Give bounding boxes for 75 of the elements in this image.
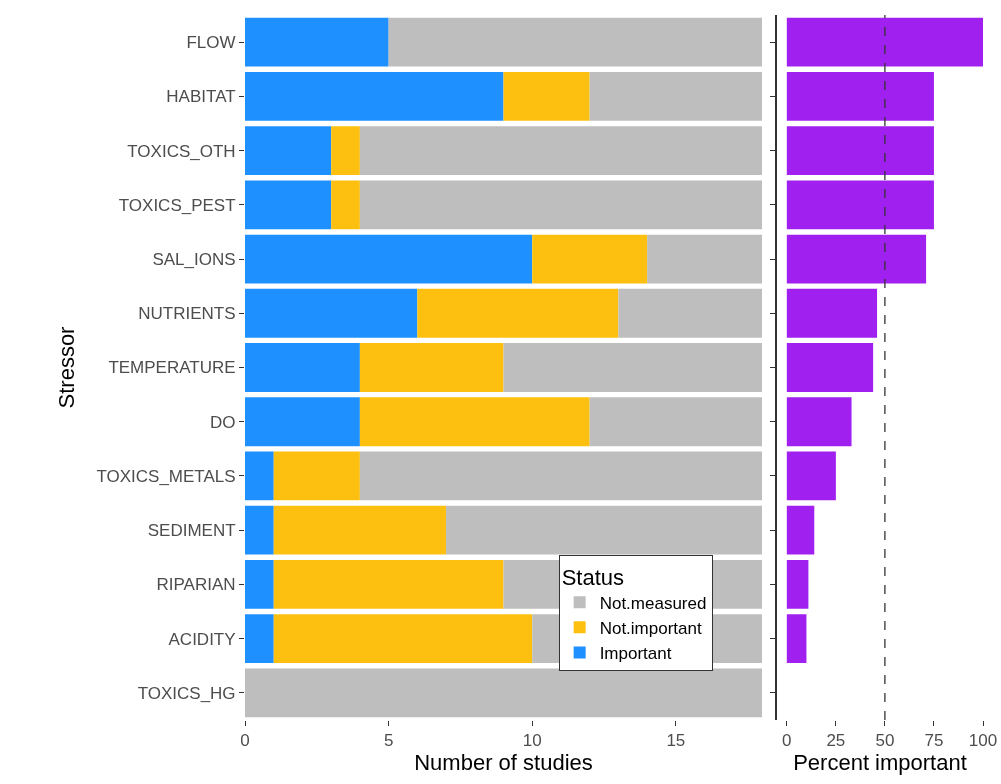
bar — [503, 343, 762, 392]
y-tick-label: FLOW — [186, 33, 236, 53]
bar — [532, 234, 648, 284]
y-tick-label: TOXICS_PEST — [118, 195, 236, 215]
x-tick-label: 75 — [924, 731, 944, 751]
bar — [273, 560, 504, 609]
bar — [417, 288, 619, 338]
bar — [245, 180, 332, 230]
x-tick-label: 50 — [875, 731, 895, 751]
bar — [359, 126, 762, 175]
bar — [786, 560, 809, 609]
x-tick-label: 100 — [968, 731, 998, 751]
bar — [245, 451, 274, 501]
y-tick-label: SEDIMENT — [147, 521, 236, 541]
x-tick-label: 10 — [522, 731, 542, 751]
bar — [331, 126, 360, 175]
bar — [273, 451, 360, 501]
y-tick-label: TOXICS_OTH — [127, 141, 236, 161]
bar — [589, 71, 762, 121]
y-tick-label: TOXICS_METALS — [96, 466, 236, 486]
legend-label: Not.measured — [599, 593, 707, 613]
x-tick-label: 0 — [782, 731, 792, 751]
bar — [786, 126, 934, 175]
bar — [388, 17, 762, 67]
bar — [786, 614, 807, 664]
bar — [331, 180, 360, 230]
bar — [786, 71, 934, 121]
bar — [245, 17, 389, 67]
bar — [503, 71, 590, 121]
bar — [245, 234, 533, 284]
bar — [786, 234, 927, 284]
y-tick-label: HABITAT — [166, 87, 236, 107]
bar — [786, 505, 815, 555]
bar — [618, 288, 762, 338]
y-tick-label: TEMPERATURE — [108, 358, 236, 378]
x-tick-label: 25 — [826, 731, 846, 751]
bar — [786, 397, 852, 447]
bar — [647, 234, 762, 284]
bar — [245, 560, 274, 609]
y-tick-label: RIPARIAN — [156, 575, 236, 595]
bar — [786, 180, 934, 230]
y-tick-label: ACIDITY — [168, 629, 236, 649]
bar — [245, 71, 504, 121]
y-tick-label: DO — [210, 412, 236, 432]
bar — [245, 343, 360, 392]
bar — [786, 17, 983, 67]
bar — [273, 614, 533, 664]
bar — [245, 614, 274, 664]
bar — [786, 343, 874, 392]
x-tick-label: 5 — [383, 731, 394, 751]
legend-label: Not.important — [599, 618, 702, 638]
bar — [589, 397, 762, 447]
bar — [245, 505, 274, 555]
bar — [359, 451, 762, 501]
y-tick-label: TOXICS_HG — [137, 683, 236, 703]
bar — [245, 668, 762, 718]
bar — [359, 180, 762, 230]
bar — [245, 126, 332, 175]
bar — [446, 505, 762, 555]
x-axis-title: Number of studies — [414, 750, 593, 776]
bar — [245, 288, 418, 338]
x-tick-label: 15 — [666, 731, 686, 751]
bar — [786, 451, 836, 501]
bar — [245, 397, 360, 447]
y-tick-label: SAL_IONS — [152, 249, 236, 269]
y-tick-label: NUTRIENTS — [138, 304, 236, 324]
bar — [359, 397, 590, 447]
x-tick-label: 0 — [240, 731, 250, 751]
x-axis-title: Percent important — [793, 750, 967, 776]
legend-title: Status — [561, 564, 625, 590]
bar — [273, 505, 447, 555]
y-axis-title: Stressor — [54, 326, 80, 409]
bar — [359, 343, 504, 392]
legend-label: Important — [599, 644, 672, 664]
bar — [786, 288, 878, 338]
